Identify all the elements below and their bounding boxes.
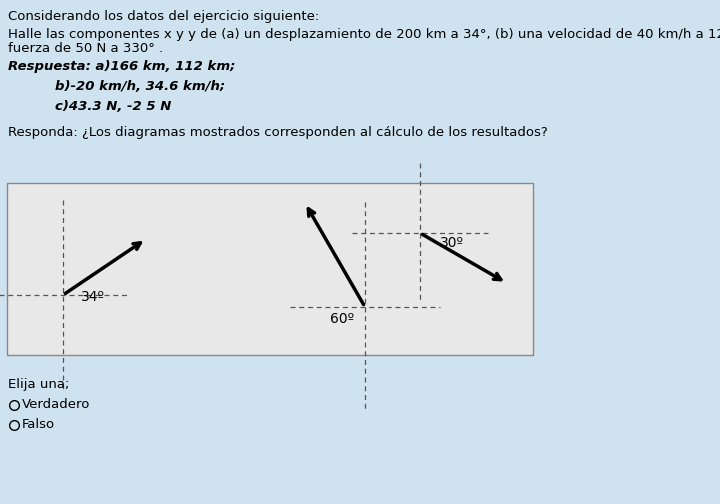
Text: Elija una;: Elija una; [8,378,69,391]
Text: Halle las componentes x y y de (a) un desplazamiento de 200 km a 34°, (b) una ve: Halle las componentes x y y de (a) un de… [8,28,720,41]
Text: Verdadero: Verdadero [22,399,91,411]
Text: 30º: 30º [440,236,464,250]
Text: Falso: Falso [22,418,55,431]
Text: fuerza de 50 N a 330° .: fuerza de 50 N a 330° . [8,42,163,55]
Text: Considerando los datos del ejercicio siguiente:: Considerando los datos del ejercicio sig… [8,10,319,23]
Text: 34º: 34º [81,290,105,304]
Text: 60º: 60º [330,312,354,326]
Text: c)43.3 N, -2 5 N: c)43.3 N, -2 5 N [55,100,171,113]
Text: b)-20 km/h, 34.6 km/h;: b)-20 km/h, 34.6 km/h; [55,80,225,93]
Text: Responda: ¿Los diagramas mostrados corresponden al cálculo de los resultados?: Responda: ¿Los diagramas mostrados corre… [8,126,548,139]
Text: Respuesta: a)166 km, 112 km;: Respuesta: a)166 km, 112 km; [8,60,235,73]
Bar [7,183,533,355]
